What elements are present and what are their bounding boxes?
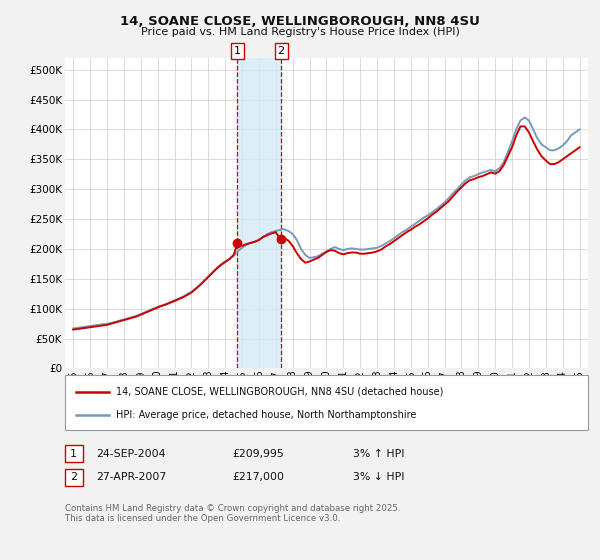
Bar bbox=[238, 58, 281, 368]
Text: 3% ↓ HPI: 3% ↓ HPI bbox=[353, 472, 404, 482]
Text: 2: 2 bbox=[278, 46, 285, 56]
Text: Contains HM Land Registry data © Crown copyright and database right 2025.
This d: Contains HM Land Registry data © Crown c… bbox=[65, 504, 400, 524]
Text: 27-APR-2007: 27-APR-2007 bbox=[96, 472, 166, 482]
Text: Price paid vs. HM Land Registry's House Price Index (HPI): Price paid vs. HM Land Registry's House … bbox=[140, 27, 460, 37]
Text: 1: 1 bbox=[70, 449, 77, 459]
Text: 14, SOANE CLOSE, WELLINGBOROUGH, NN8 4SU: 14, SOANE CLOSE, WELLINGBOROUGH, NN8 4SU bbox=[120, 15, 480, 27]
Text: 1: 1 bbox=[234, 46, 241, 56]
Text: 24-SEP-2004: 24-SEP-2004 bbox=[96, 449, 166, 459]
Text: 2: 2 bbox=[70, 472, 77, 482]
Text: £217,000: £217,000 bbox=[233, 472, 285, 482]
Text: 14, SOANE CLOSE, WELLINGBOROUGH, NN8 4SU (detached house): 14, SOANE CLOSE, WELLINGBOROUGH, NN8 4SU… bbox=[116, 386, 443, 396]
Text: 3% ↑ HPI: 3% ↑ HPI bbox=[353, 449, 404, 459]
Text: HPI: Average price, detached house, North Northamptonshire: HPI: Average price, detached house, Nort… bbox=[116, 410, 416, 419]
Text: £209,995: £209,995 bbox=[233, 449, 284, 459]
